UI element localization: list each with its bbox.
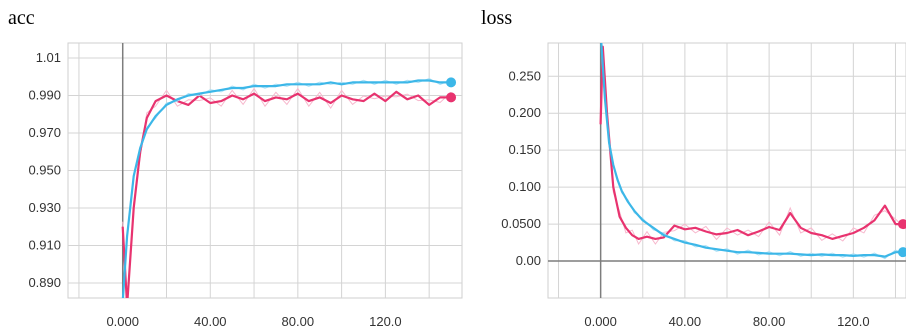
- loss-chart: loss 0.250 0.200 0.150 0.100 0.0500 0.00 0.000…: [481, 7, 906, 329]
- acc-x-tick-label: 0.000: [106, 314, 139, 329]
- acc-series-end-marker: [446, 77, 457, 88]
- loss-x-tick-label: 80.00: [753, 314, 786, 329]
- loss-series-end-marker: [898, 219, 906, 230]
- loss-series-line: [600, 43, 906, 258]
- acc-x-tick-label: 120.0: [369, 314, 402, 329]
- acc-series-line: [121, 90, 452, 298]
- acc-chart: acc 1.01 0.990 0.970 0.950 0.930 0.910 0.890 0.…: [8, 7, 463, 329]
- loss-chart-title: loss: [481, 7, 512, 29]
- loss-y-tick-label: 0.100: [508, 179, 541, 194]
- acc-series-raw-line: [122, 77, 452, 298]
- acc-y-tick-label: 0.970: [28, 125, 61, 140]
- loss-series-raw-line: [600, 51, 906, 246]
- acc-chart-title: acc: [8, 7, 35, 29]
- loss-y-tick-label: 0.250: [508, 68, 541, 83]
- acc-y-tick-label: 1.01: [36, 50, 61, 65]
- acc-y-tick-label: 0.930: [28, 200, 61, 215]
- acc-y-tick-label: 0.990: [28, 88, 61, 103]
- acc-series-end-marker: [446, 92, 457, 103]
- loss-x-tick-label: 120.0: [837, 314, 870, 329]
- acc-series-line: [121, 79, 452, 298]
- acc-y-tick-label: 0.950: [28, 163, 61, 178]
- loss-series-line: [599, 45, 906, 240]
- loss-series-end-marker: [898, 247, 906, 258]
- acc-series-raw-line: [122, 87, 452, 298]
- acc-x-tick-label: 40.00: [194, 314, 227, 329]
- loss-x-tick-label: 0.000: [584, 314, 617, 329]
- acc-y-tick-label: 0.910: [28, 238, 61, 253]
- acc-x-tick-label: 80.00: [282, 314, 315, 329]
- loss-y-tick-label: 0.0500: [501, 216, 541, 231]
- loss-y-tick-label: 0.00: [516, 253, 541, 268]
- loss-y-tick-label: 0.150: [508, 142, 541, 157]
- loss-x-tick-label: 40.00: [669, 314, 702, 329]
- acc-y-tick-label: 0.890: [28, 275, 61, 290]
- loss-y-tick-label: 0.200: [508, 105, 541, 120]
